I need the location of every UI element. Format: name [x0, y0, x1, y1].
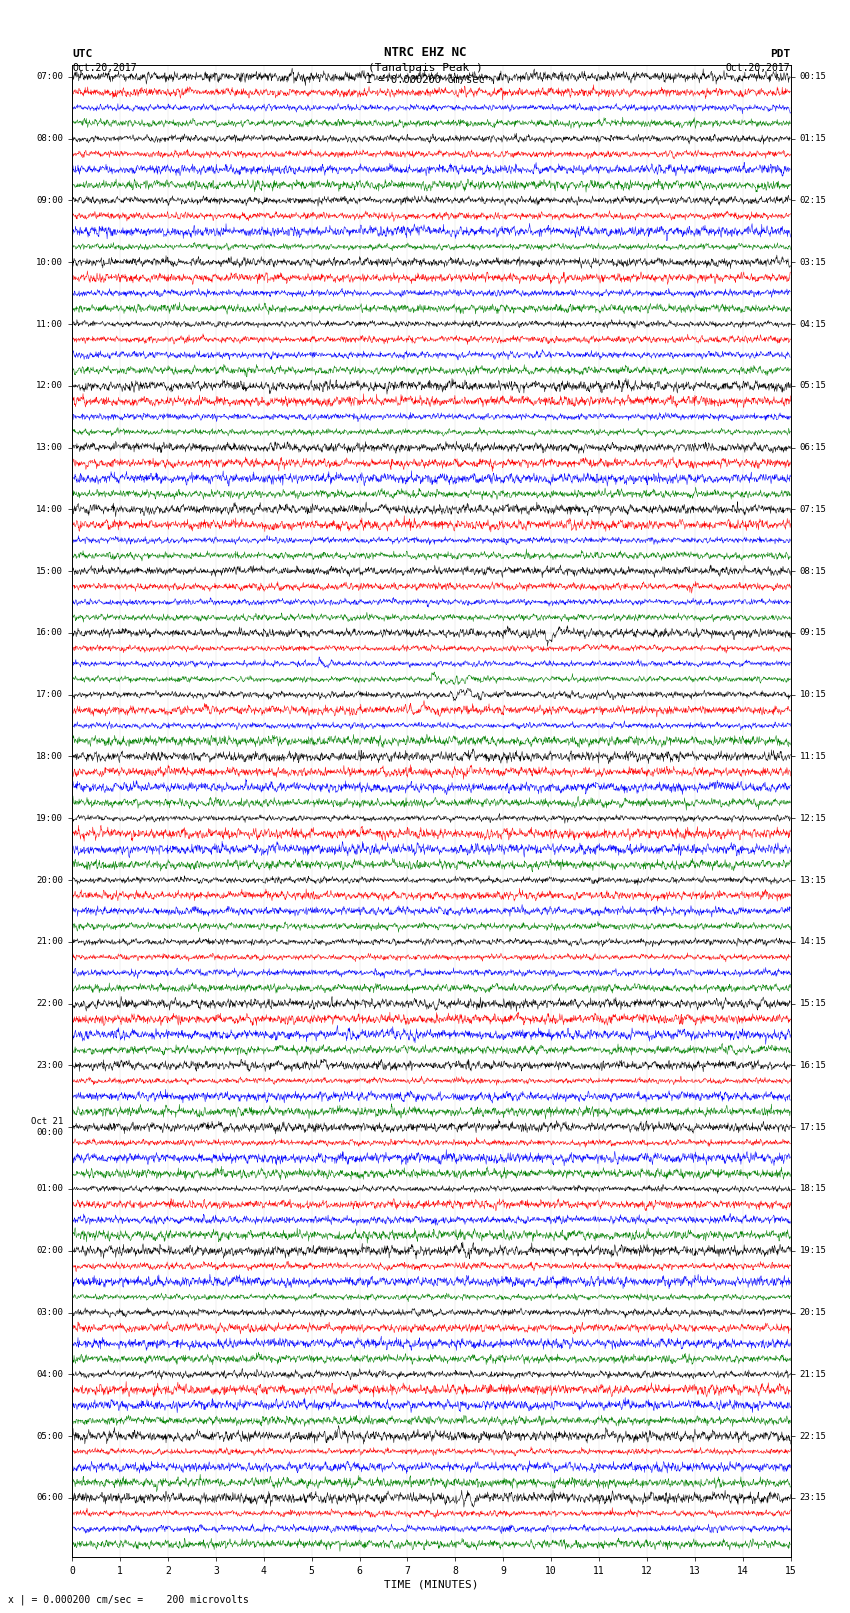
- Text: Oct.20,2017: Oct.20,2017: [726, 63, 790, 73]
- Text: UTC: UTC: [72, 48, 93, 58]
- Text: NTRC EHZ NC: NTRC EHZ NC: [383, 45, 467, 58]
- Text: PDT: PDT: [770, 48, 790, 58]
- Text: Oct.20,2017: Oct.20,2017: [72, 63, 137, 73]
- Text: I = 0.000200 cm/sec: I = 0.000200 cm/sec: [366, 74, 484, 84]
- X-axis label: TIME (MINUTES): TIME (MINUTES): [384, 1579, 479, 1590]
- Text: (Tanalpais Peak ): (Tanalpais Peak ): [367, 63, 483, 73]
- Text: x | = 0.000200 cm/sec =    200 microvolts: x | = 0.000200 cm/sec = 200 microvolts: [8, 1594, 249, 1605]
